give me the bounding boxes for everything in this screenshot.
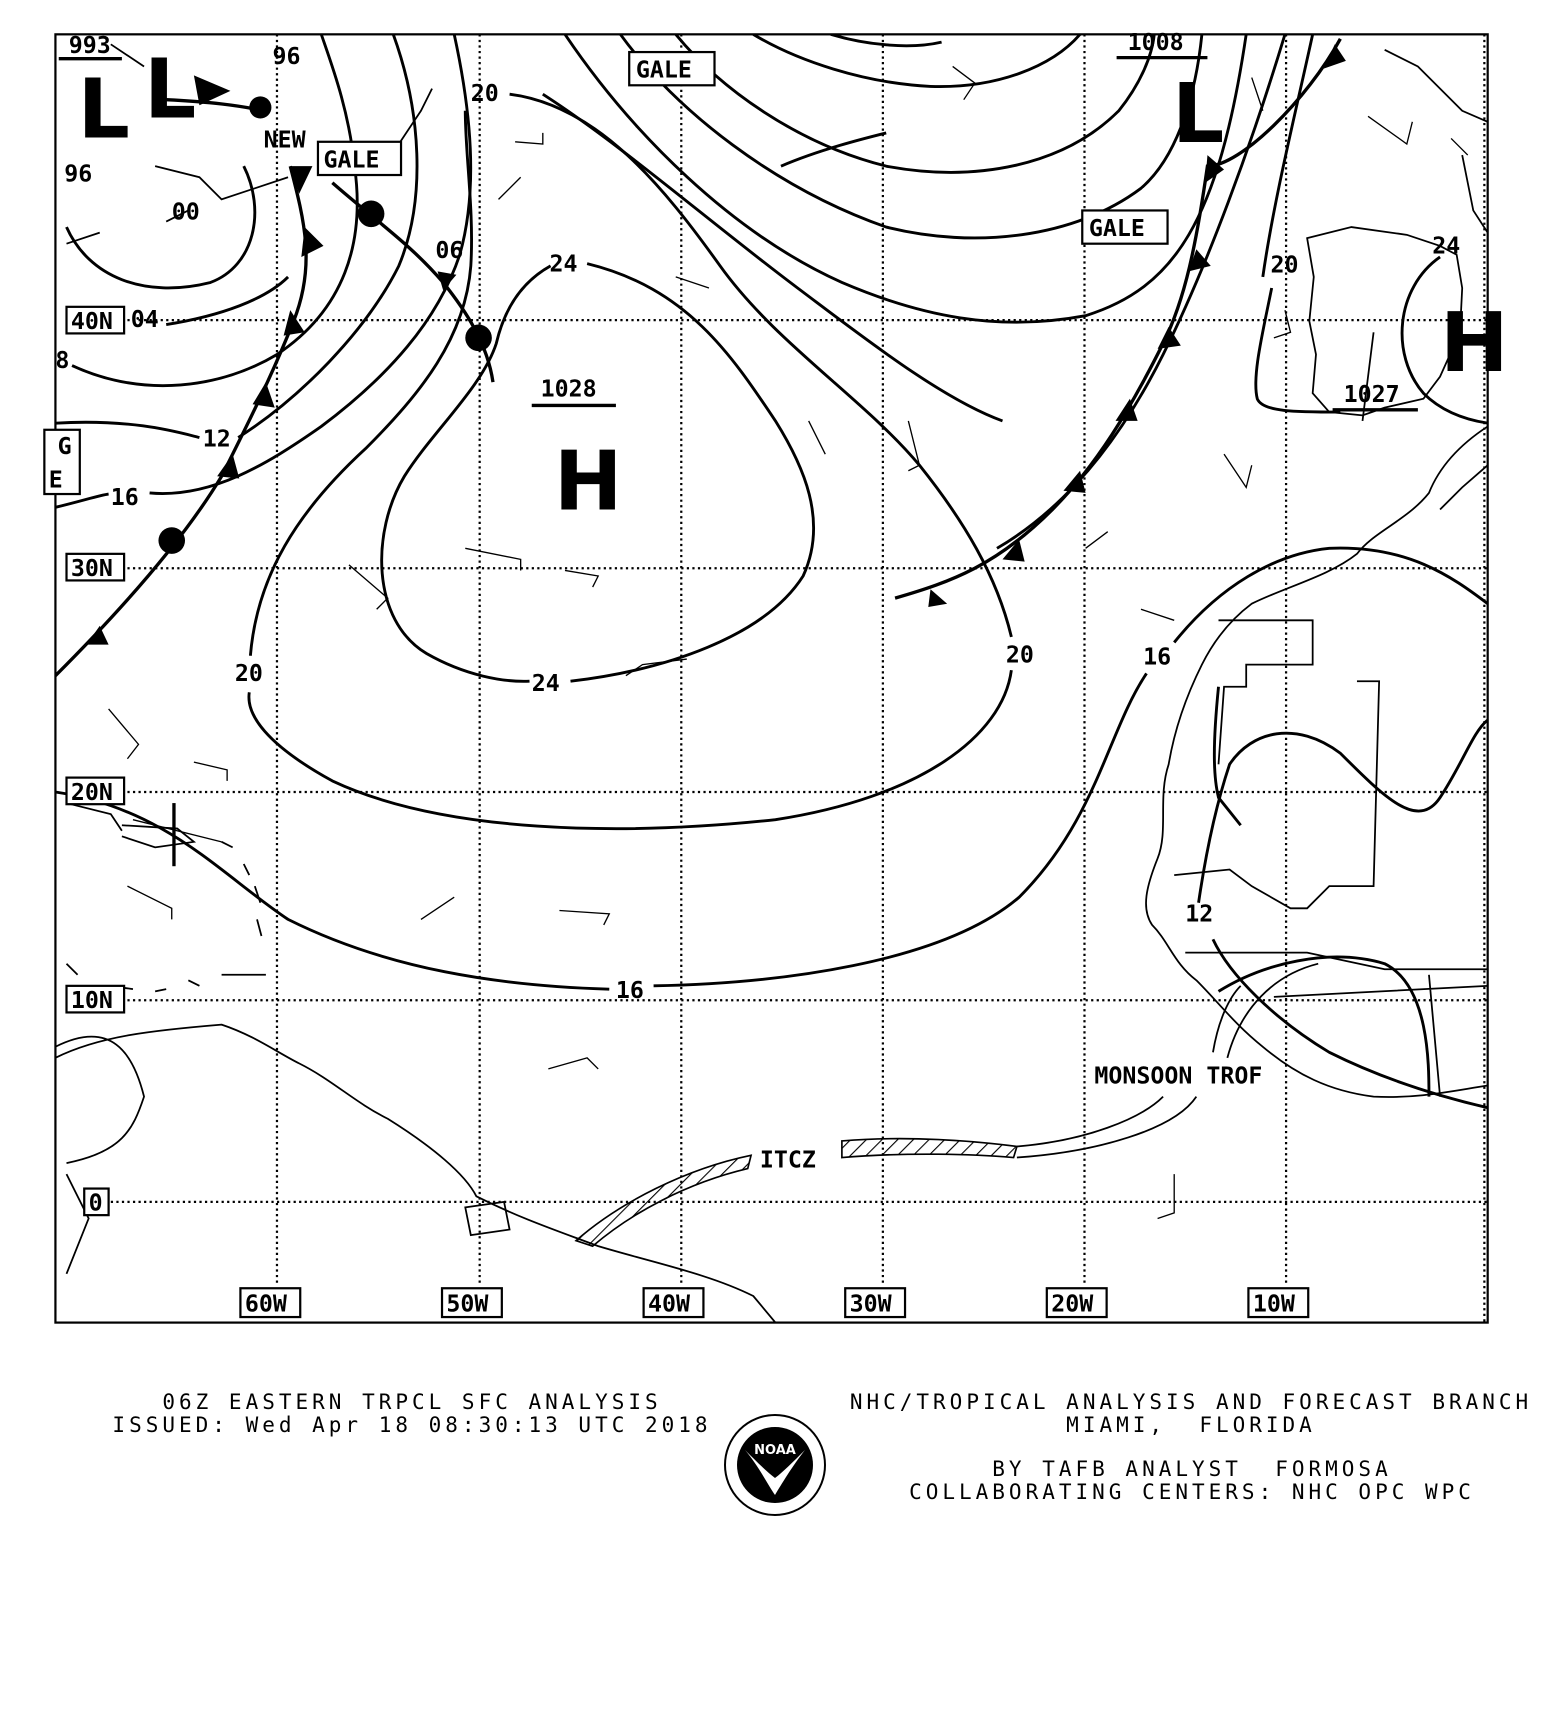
gale-warning-label: GALE xyxy=(636,57,692,84)
wind-barbs xyxy=(108,65,1469,1220)
isobar-label: 24 xyxy=(549,250,577,277)
isobar-label: 16 xyxy=(616,977,644,1004)
latitude-labels: 40N 30N 20N 10N 0 xyxy=(65,305,126,1217)
itcz xyxy=(574,962,1319,1248)
collaborating-centers: COLLABORATING CENTERS: NHC OPC WPC xyxy=(909,1480,1475,1504)
lon-label-10w: 10W xyxy=(1253,1291,1295,1318)
isobars xyxy=(55,34,1488,1110)
lat-label-20n: 20N xyxy=(71,779,113,806)
isobar-label: 24 xyxy=(532,670,560,697)
lon-label-40w: 40W xyxy=(648,1291,690,1318)
isobar-label: 20 xyxy=(1271,251,1299,278)
lon-label-30w: 30W xyxy=(850,1291,892,1318)
noaa-logo: NOAA xyxy=(724,1414,826,1516)
cold-front-west xyxy=(55,165,324,677)
occluded-front-west xyxy=(166,75,495,383)
gale-partial-label: G xyxy=(58,433,72,460)
gale-warning-label: GALE xyxy=(323,146,379,173)
lat-label-30n: 30N xyxy=(71,555,113,582)
lat-label-10n: 10N xyxy=(71,987,113,1014)
isobar-label: 20 xyxy=(1006,641,1034,668)
map-frame xyxy=(54,33,1489,1324)
low-center-nw-1: L xyxy=(78,62,130,157)
isobar-label: 96 xyxy=(273,43,301,70)
high-central-pressure: 1028 xyxy=(541,376,597,403)
itcz-label: ITCZ xyxy=(760,1147,816,1174)
high-iberia-pressure: 1027 xyxy=(1344,381,1400,408)
low-center-nw-2: L xyxy=(144,42,196,137)
gale-partial-label: E xyxy=(49,466,63,493)
pressure-centers: L L L H H 993 1008 1028 1027 xyxy=(58,29,1509,530)
noaa-logo-text: NOAA xyxy=(754,1443,796,1458)
low-center-ne: L xyxy=(1172,67,1224,162)
isobar-label: 00 xyxy=(172,198,200,225)
isobar-label: 16 xyxy=(1143,644,1171,671)
high-center-iberia: H xyxy=(1440,296,1509,391)
isobar-label: 06 xyxy=(435,237,463,264)
lon-label-60w: 60W xyxy=(245,1291,287,1318)
gale-warning-label: GALE xyxy=(1089,215,1145,242)
longitude-labels: 60W 50W 40W 30W 20W 10W xyxy=(239,1287,1310,1319)
isobar-label: 20 xyxy=(471,80,499,107)
analyst-credit: BY TAFB ANALYST FORMOSA xyxy=(992,1457,1392,1481)
isobar-label: 12 xyxy=(1185,901,1213,928)
isobar-label: 16 xyxy=(111,484,139,511)
issued-timestamp: ISSUED: Wed Apr 18 08:30:13 UTC 2018 xyxy=(112,1413,712,1437)
isobar-labels: 96 96 00 04 06 8 12 16 20 24 20 24 20 16… xyxy=(55,43,1460,1004)
isobar-label: 12 xyxy=(203,425,231,452)
lon-label-20w: 20W xyxy=(1051,1291,1093,1318)
coastlines xyxy=(55,43,1488,1323)
low-ne-pressure: 1008 xyxy=(1128,29,1184,56)
isobar-label: 96 xyxy=(64,161,92,188)
high-center-central: H xyxy=(554,435,623,530)
lat-label-equator: 0 xyxy=(89,1190,103,1217)
isobar-label: 20 xyxy=(235,660,263,687)
annotations: GALE GALE GALE G E NEW ITCZ MONSOON TROF xyxy=(43,50,1262,1174)
lat-label-40n: 40N xyxy=(71,308,113,335)
chart-title: 06Z EASTERN TRPCL SFC ANALYSIS xyxy=(162,1390,662,1414)
cold-front-east xyxy=(894,37,1346,608)
office-name: NHC/TROPICAL ANALYSIS AND FORECAST BRANC… xyxy=(849,1390,1533,1414)
isobar-label: 04 xyxy=(131,306,159,333)
isobar-label: 24 xyxy=(1432,233,1460,260)
graticule xyxy=(110,34,1488,1323)
monsoon-trough-label: MONSOON TROF xyxy=(1094,1062,1262,1089)
office-location: MIAMI, FLORIDA xyxy=(1066,1413,1316,1437)
new-label: NEW xyxy=(264,126,306,153)
tropical-wave xyxy=(132,803,222,867)
low-nw-pressure: 993 xyxy=(69,32,111,59)
lon-label-50w: 50W xyxy=(446,1291,488,1318)
isobar-label: 8 xyxy=(55,347,69,374)
